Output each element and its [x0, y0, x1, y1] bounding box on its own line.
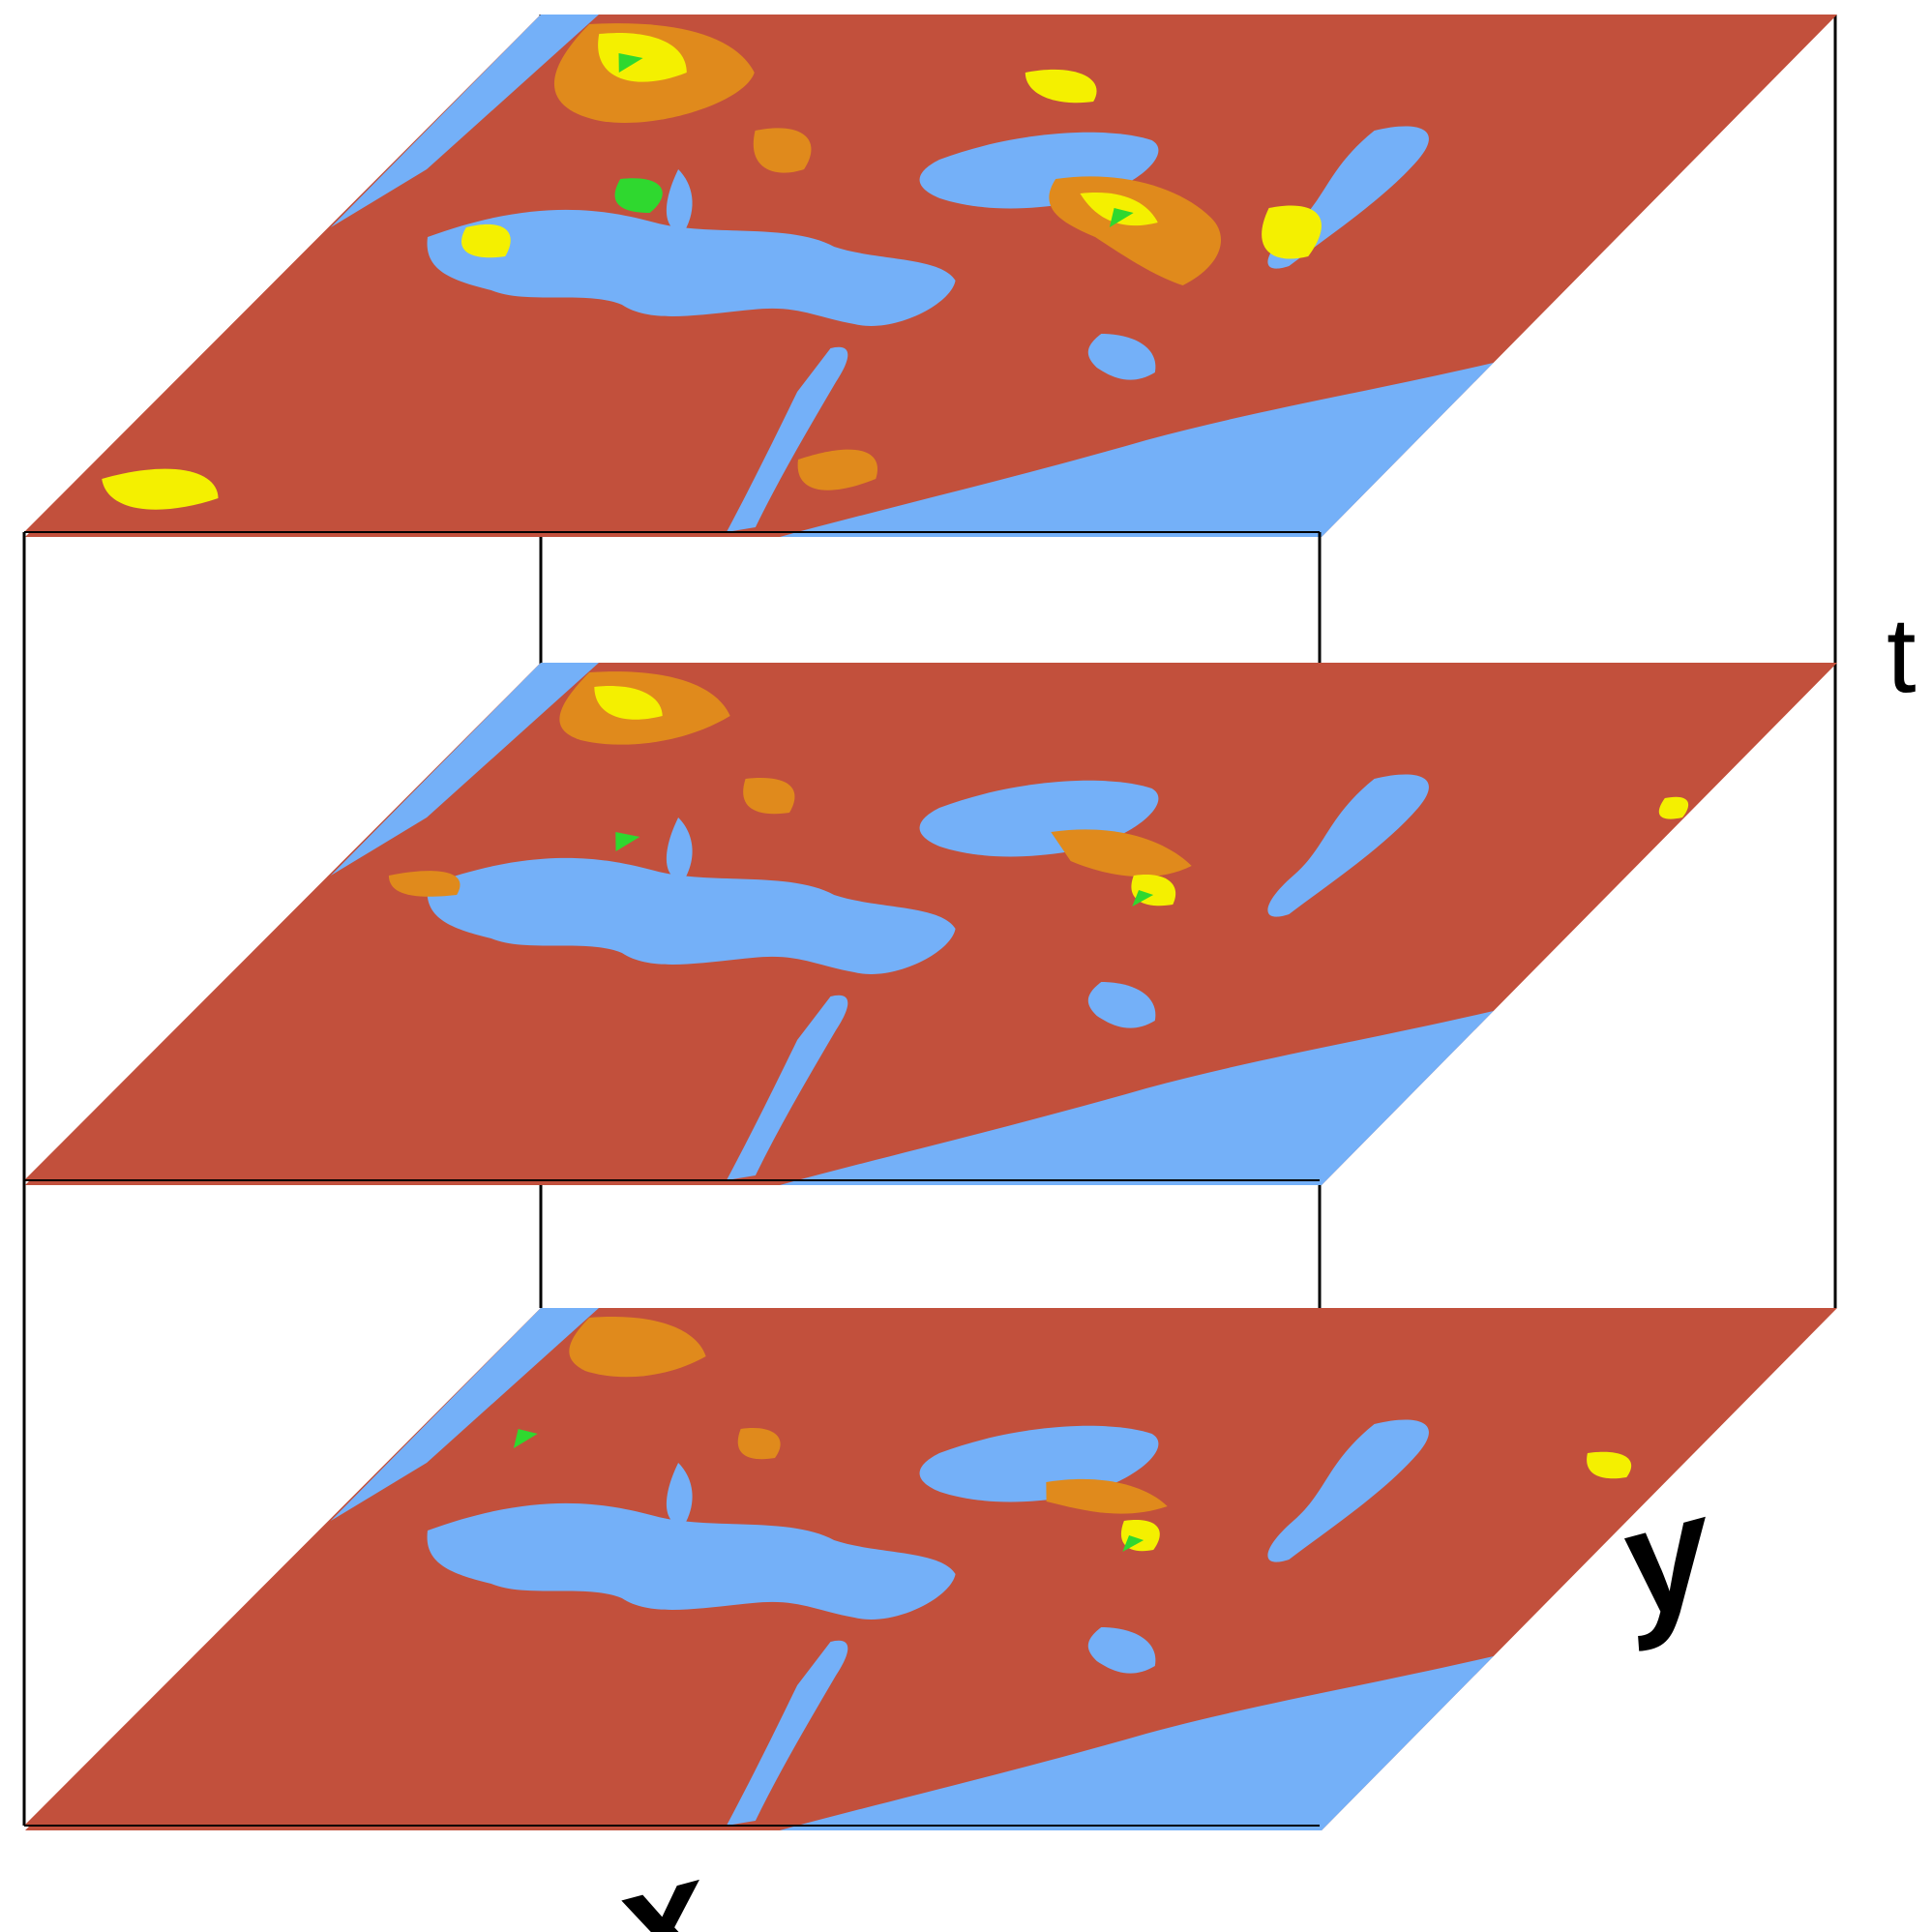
axis-label-x: x — [588, 1823, 729, 1932]
map-slab-middle — [24, 663, 1837, 1185]
map-slab-top — [24, 15, 1837, 537]
axis-label-y: y — [1594, 1460, 1736, 1653]
axis-label-t: t — [1887, 596, 1917, 715]
map-slab-bottom — [24, 1308, 1837, 1830]
